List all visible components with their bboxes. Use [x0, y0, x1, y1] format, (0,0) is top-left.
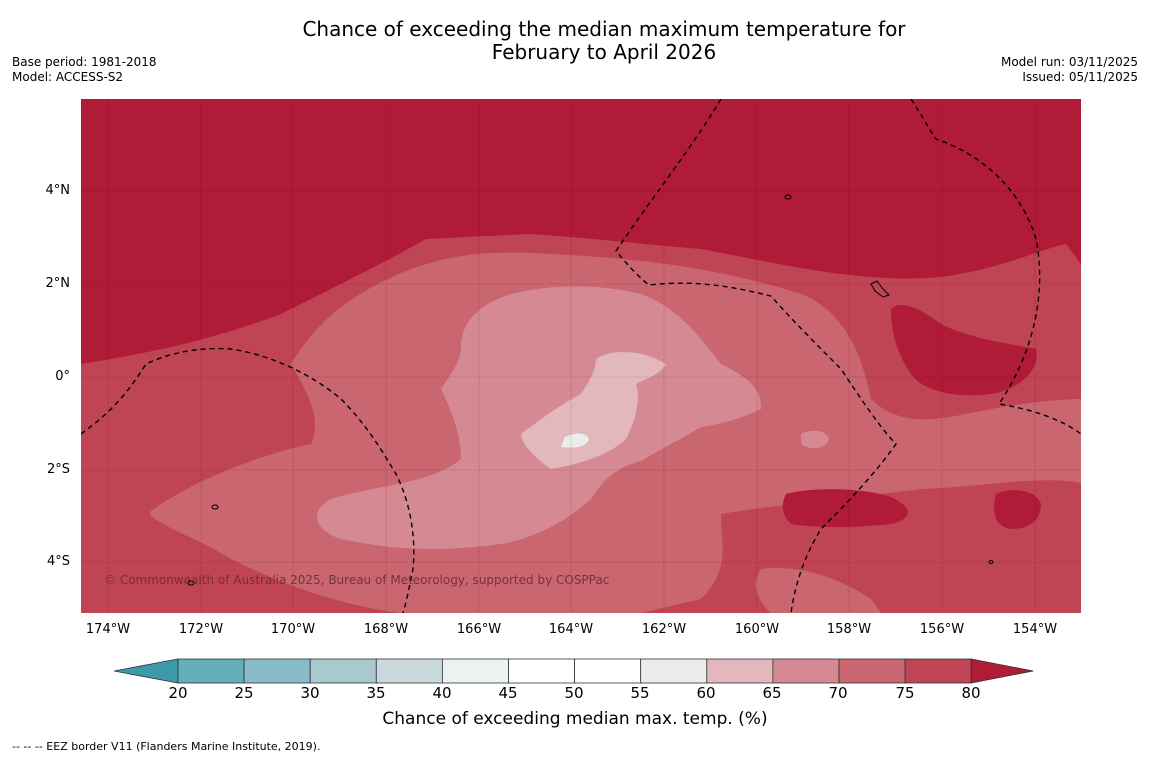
- colorbar-tick-70: 70: [828, 684, 848, 702]
- region-above-80-east: [891, 304, 1037, 396]
- region-65-70: [317, 286, 761, 549]
- island-5: [988, 560, 994, 564]
- colorbar: [113, 658, 1038, 688]
- lon-label-168W: 168°W: [363, 622, 409, 637]
- title-line-1: Chance of exceeding the median maximum t…: [302, 17, 906, 41]
- lon-label-154W: 154°W: [1012, 622, 1058, 637]
- lat-label-4S: 4°S: [46, 554, 70, 569]
- eez-border-west: [81, 347, 415, 613]
- issued-date: Issued: 05/11/2025: [1022, 70, 1138, 84]
- colorbar-segment-75-80: [904, 658, 972, 684]
- eez-border-north: [615, 99, 897, 613]
- region-70-75-east: [1001, 401, 1081, 479]
- lon-label-162W: 162°W: [641, 622, 687, 637]
- island-3: [211, 504, 219, 510]
- lon-label-170W: 170°W: [270, 622, 316, 637]
- eez-border-east: [910, 99, 1081, 435]
- map-title: Chance of exceeding the median maximum t…: [200, 18, 1008, 64]
- islands: [187, 194, 994, 586]
- lon-label-172W: 172°W: [178, 622, 224, 637]
- region-65-70-east: [801, 430, 829, 449]
- colorbar-segment-60-65: [706, 658, 774, 684]
- eez-borders: [81, 99, 1081, 613]
- lon-label-156W: 156°W: [919, 622, 965, 637]
- colorbar-tick-50: 50: [564, 684, 584, 702]
- colorbar-segment-70-75: [838, 658, 906, 684]
- colorbar-tick-45: 45: [498, 684, 518, 702]
- lon-label-174W: 174°W: [85, 622, 131, 637]
- colorbar-segment-20-25: [177, 658, 245, 684]
- colorbar-segment-30-35: [309, 658, 377, 684]
- copyright-notice: © Commonwealth of Australia 2025, Bureau…: [104, 573, 610, 587]
- colorbar-segment-35-40: [375, 658, 443, 684]
- lat-label-4N: 4°N: [45, 183, 71, 198]
- map-area[interactable]: [81, 99, 1081, 613]
- colorbar-segment-65-70: [772, 658, 840, 684]
- colorbar-segment-40-45: [441, 658, 509, 684]
- colorbar-segment-55-60: [640, 658, 708, 684]
- colorbar-tick-25: 25: [234, 684, 254, 702]
- probability-map: [81, 99, 1081, 613]
- colorbar-segments: [113, 658, 1034, 684]
- model-name: Model: ACCESS-S2: [12, 70, 124, 84]
- title-line-2: February to April 2026: [491, 40, 717, 64]
- lat-label-2S: 2°S: [46, 462, 70, 477]
- region-60-65: [521, 352, 666, 469]
- island-2: [870, 280, 890, 298]
- colorbar-extend-high: [970, 658, 1034, 684]
- region-above-80-se: [994, 490, 1041, 529]
- lon-label-164W: 164°W: [548, 622, 594, 637]
- colorbar-tick-60: 60: [696, 684, 716, 702]
- base-period: Base period: 1981-2018: [12, 55, 157, 69]
- lat-label-2N: 2°N: [45, 276, 71, 291]
- colorbar-segment-50-55: [574, 658, 642, 684]
- colorbar-tick-35: 35: [366, 684, 386, 702]
- meta-right: Model run: 03/11/2025 Issued: 05/11/2025: [1001, 55, 1138, 85]
- lat-label-0: 0°: [55, 369, 70, 384]
- region-above-80-south: [782, 489, 908, 528]
- region-70-75-se: [755, 568, 881, 613]
- model-run: Model run: 03/11/2025: [1000, 55, 1138, 69]
- island-4: [187, 580, 195, 586]
- colorbar-segment-45-50: [508, 658, 575, 684]
- colorbar-title: Chance of exceeding median max. temp. (%…: [382, 709, 768, 729]
- lon-label-158W: 158°W: [826, 622, 872, 637]
- graticule: [81, 99, 1081, 613]
- colorbar-segment-25-30: [243, 658, 311, 684]
- colorbar-tick-20: 20: [168, 684, 188, 702]
- lon-label-160W: 160°W: [734, 622, 780, 637]
- lon-label-166W: 166°W: [456, 622, 502, 637]
- meta-left: Base period: 1981-2018 Model: ACCESS-S2: [12, 55, 157, 85]
- region-55-60: [561, 433, 589, 448]
- colorbar-tick-40: 40: [432, 684, 452, 702]
- colorbar-extend-low: [113, 658, 179, 684]
- colorbar-graphic: [113, 658, 1034, 684]
- island-1: [784, 194, 792, 200]
- colorbar-tick-75: 75: [895, 684, 915, 702]
- colorbar-tick-55: 55: [630, 684, 650, 702]
- eez-legend-note: -- -- -- EEZ border V11 (Flanders Marine…: [12, 740, 321, 753]
- colorbar-tick-80: 80: [961, 684, 981, 702]
- colorbar-tick-65: 65: [762, 684, 782, 702]
- colorbar-tick-30: 30: [300, 684, 320, 702]
